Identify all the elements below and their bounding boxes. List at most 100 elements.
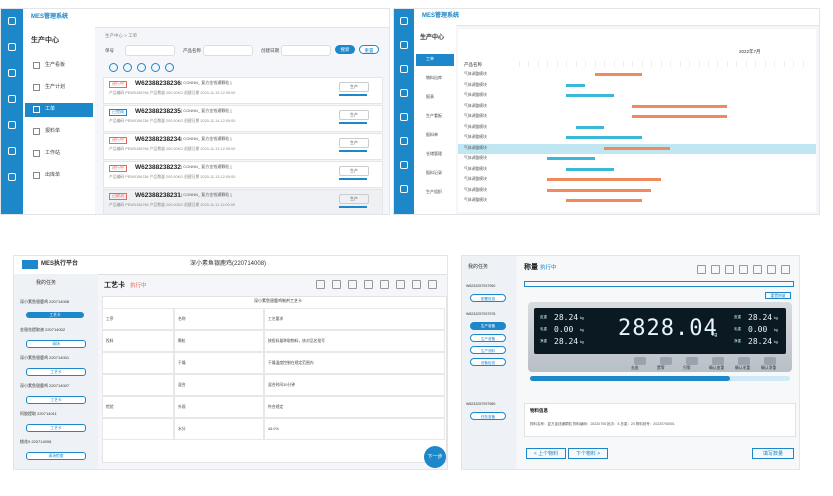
next-button[interactable]: 下个物料 > <box>568 448 608 459</box>
task-button[interactable]: 清场检查 <box>26 452 86 460</box>
tool-icon[interactable] <box>396 280 405 289</box>
toolbar-icon <box>151 63 160 72</box>
order-action[interactable]: 生产 <box>339 138 369 148</box>
menu-label[interactable]: 生产组织 <box>426 189 442 194</box>
key-label[interactable]: 确认皮重 <box>709 366 725 370</box>
brand: MES管理系统 <box>31 14 69 20</box>
task-name: 气体调整模块 <box>464 166 487 171</box>
gantt-bar <box>632 104 727 108</box>
menu-label[interactable]: 报表 <box>426 94 434 99</box>
step-button[interactable]: 配置信息 <box>470 294 506 302</box>
key-label[interactable]: 置零 <box>657 366 665 370</box>
order-action[interactable]: 生产 <box>339 82 369 92</box>
order-desc: [ CGNNN_ 复方金钱通颗粒 ] <box>181 164 232 169</box>
step-button[interactable]: 生产领料 <box>470 346 506 354</box>
menu-item[interactable] <box>416 92 454 104</box>
next-button[interactable]: 下一步 <box>424 446 446 468</box>
tool-icon[interactable] <box>412 280 421 289</box>
order-tag: 进行中 <box>109 137 127 144</box>
day-cell <box>651 61 660 67</box>
scale-key[interactable] <box>764 357 776 365</box>
order-action[interactable]: 生产 <box>339 166 369 176</box>
filter-button[interactable]: 搜索 <box>335 45 355 54</box>
step-button[interactable]: 任务准备 <box>470 412 506 420</box>
scale-key[interactable] <box>660 357 672 365</box>
order-card[interactable] <box>103 189 383 214</box>
table-cell: 按投料量称取物料，核对品名批号 <box>264 330 445 352</box>
prev-button[interactable]: < 上个物料 <box>526 448 566 459</box>
step-button[interactable]: 设备检查 <box>470 358 506 366</box>
menu-label[interactable]: 生产看板 <box>426 113 442 118</box>
tool-icon[interactable] <box>364 280 373 289</box>
tool-icon[interactable] <box>753 265 762 274</box>
task-name: 气体调整模块 <box>464 124 487 129</box>
filter-input[interactable] <box>203 45 253 56</box>
tool-icon[interactable] <box>332 280 341 289</box>
menu-label[interactable]: 生产计划 <box>45 84 66 90</box>
menu-item[interactable] <box>25 103 93 117</box>
progress <box>339 206 367 208</box>
card-status: 执行中 <box>130 283 147 289</box>
order-action[interactable]: 生产 <box>339 110 369 120</box>
task-button[interactable]: 工艺卡 <box>26 424 86 432</box>
day-cell <box>679 61 689 67</box>
menu-item[interactable] <box>416 54 454 66</box>
menu-label[interactable]: 工单 <box>45 106 56 112</box>
tool-icon[interactable] <box>428 280 437 289</box>
task-button[interactable]: 工艺卡 <box>26 312 84 318</box>
key-label[interactable]: 确认毛重 <box>735 366 751 370</box>
tool-icon[interactable] <box>781 265 790 274</box>
task-name: 气体调整模块 <box>464 135 487 139</box>
tool-icon[interactable] <box>316 280 325 289</box>
task-name: 气体调整模块 <box>464 93 487 97</box>
toolbar-icon <box>137 63 146 72</box>
task-button[interactable]: 工艺卡 <box>26 396 86 404</box>
tasks-title: 我的任务 <box>36 280 57 286</box>
fill-button[interactable]: 填写数量 <box>752 448 794 459</box>
menu-label[interactable]: 报料记录 <box>426 170 442 175</box>
menu-label[interactable]: 报料单 <box>426 132 438 137</box>
table-cell: 工序 <box>102 308 174 330</box>
tool-icon[interactable] <box>767 265 776 274</box>
tool-icon[interactable] <box>697 265 706 274</box>
scale-key[interactable] <box>738 357 750 365</box>
menu-label[interactable]: 仓储管理 <box>426 151 442 156</box>
filter-input[interactable] <box>125 45 175 56</box>
task-button[interactable]: 清场 <box>26 340 86 348</box>
step-button[interactable]: 生产准备 <box>470 334 506 342</box>
menu-label[interactable]: 报料单 <box>45 128 61 134</box>
tool-icon[interactable] <box>348 280 357 289</box>
task-button[interactable]: 工艺卡 <box>26 368 86 376</box>
order-card[interactable] <box>103 77 383 104</box>
tool-icon[interactable] <box>725 265 734 274</box>
order-meta: 产品编码 PEW0156784 产品数量 200.00KG 创建日期 2020-… <box>109 119 236 123</box>
filter-button[interactable]: 重置 <box>359 45 379 54</box>
tool-icon[interactable] <box>739 265 748 274</box>
order-action[interactable]: 生产 <box>339 194 369 204</box>
key-label[interactable]: 确认净重 <box>761 366 777 370</box>
order-card[interactable] <box>103 105 383 132</box>
key-label[interactable]: 去皮 <box>631 366 639 370</box>
key-label[interactable]: 归零 <box>683 366 691 370</box>
menu-label[interactable]: 工单 <box>426 56 434 61</box>
menu-label[interactable]: 工作站 <box>45 150 61 156</box>
tool-icon[interactable] <box>711 265 720 274</box>
card-title: 工艺卡 <box>104 282 125 289</box>
gantt-bar <box>594 73 642 76</box>
toolbar-icon <box>123 63 132 72</box>
menu-icon <box>33 172 40 179</box>
menu-label[interactable]: 出库单 <box>45 172 61 178</box>
menu-label[interactable]: 生产看板 <box>45 62 66 68</box>
tool-icon[interactable] <box>380 280 389 289</box>
reading-value: 28.24 <box>554 313 579 322</box>
nav-icon <box>400 41 408 49</box>
reset-button[interactable]: 重置称量 <box>765 292 791 299</box>
scale-key[interactable] <box>634 357 646 365</box>
filter-input[interactable] <box>281 45 331 56</box>
menu-label[interactable]: 物料出库 <box>426 75 442 80</box>
order-card[interactable] <box>103 133 383 160</box>
step-button[interactable]: 生产准备 <box>470 322 506 330</box>
order-card[interactable] <box>103 161 383 188</box>
scale-key[interactable] <box>712 357 724 365</box>
scale-key[interactable] <box>686 357 698 365</box>
